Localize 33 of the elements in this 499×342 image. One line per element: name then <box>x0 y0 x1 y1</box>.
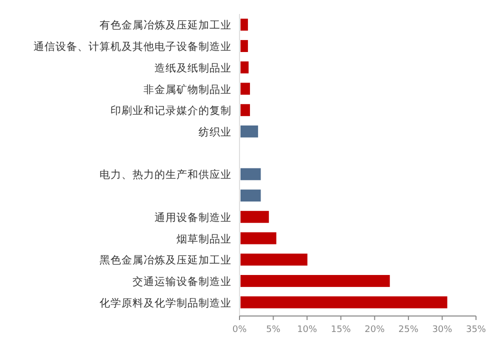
bar <box>240 274 390 287</box>
bar <box>240 296 448 308</box>
x-tick-label: 0% <box>232 325 248 335</box>
y-tick-label: 印刷业和记录媒介的复制 <box>110 104 232 118</box>
y-tick-label: 化学原料及化学制品制造业 <box>100 296 232 310</box>
y-tick-label: 造纸及纸制品业 <box>154 61 232 74</box>
y-tick-label: 通信设备、计算机及其他电子设备制造业 <box>34 40 232 54</box>
x-tick-label: 20% <box>364 325 386 335</box>
y-tick-label: 烟草制品业 <box>176 232 232 246</box>
y-tick-label: 非金属矿物制品业 <box>144 82 232 96</box>
y-tick-label: 纺织业 <box>198 125 232 138</box>
bar <box>240 254 308 266</box>
x-tick-label: 10% <box>297 325 318 335</box>
bar <box>240 232 276 244</box>
y-tick-label: 交通运输设备制造业 <box>132 274 232 288</box>
y-tick-label: 有色金属冶炼及压延加工业 <box>100 18 232 32</box>
bar <box>240 168 261 180</box>
x-tick-label: 25% <box>398 325 419 335</box>
y-tick-label: 黑色金属冶炼及压延加工业 <box>100 254 232 267</box>
bar <box>240 40 248 52</box>
y-tick-label: 电力、热力的生产和供应业 <box>100 168 232 182</box>
bar <box>240 125 258 138</box>
x-tick-label: 35% <box>466 325 486 335</box>
x-tick-label: 5% <box>266 325 281 335</box>
bar <box>240 210 269 223</box>
bar <box>240 82 250 95</box>
x-tick-label: 30% <box>432 325 453 335</box>
y-tick-label: 通用设备制造业 <box>154 210 232 224</box>
bar <box>240 61 249 74</box>
bar <box>240 104 250 116</box>
x-tick-label: 15% <box>330 325 352 335</box>
bar <box>240 18 248 31</box>
bar <box>240 190 261 202</box>
